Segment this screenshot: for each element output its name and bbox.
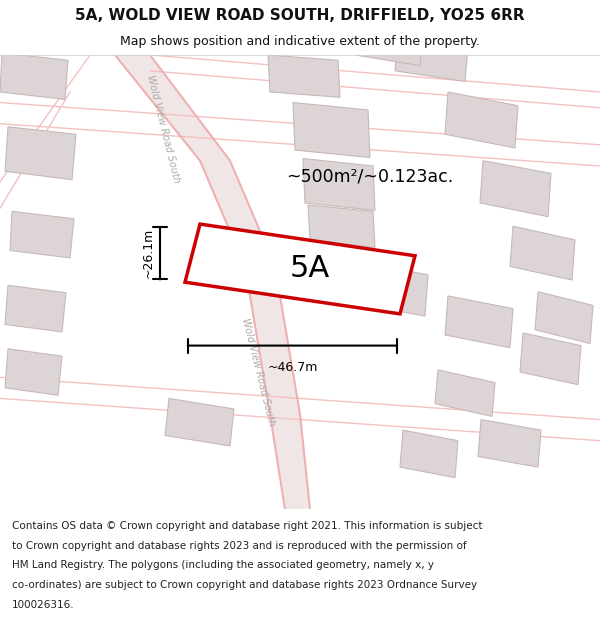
Polygon shape [395, 36, 468, 81]
Polygon shape [435, 370, 495, 416]
Polygon shape [478, 419, 541, 467]
Text: Wold View Road South: Wold View Road South [240, 317, 276, 427]
Polygon shape [535, 292, 593, 344]
Polygon shape [165, 398, 234, 446]
Polygon shape [10, 211, 74, 258]
Polygon shape [0, 53, 68, 99]
Text: ~46.7m: ~46.7m [268, 361, 317, 374]
Polygon shape [445, 296, 513, 348]
Text: Map shows position and indicative extent of the property.: Map shows position and indicative extent… [120, 35, 480, 48]
Polygon shape [115, 55, 310, 509]
Polygon shape [355, 26, 423, 66]
Text: HM Land Registry. The polygons (including the associated geometry, namely x, y: HM Land Registry. The polygons (includin… [12, 560, 434, 570]
Polygon shape [445, 92, 518, 148]
Text: ~26.1m: ~26.1m [142, 228, 155, 278]
Text: 5A: 5A [290, 254, 330, 284]
Polygon shape [480, 161, 551, 217]
Polygon shape [303, 159, 375, 211]
Text: 100026316.: 100026316. [12, 599, 74, 609]
Text: Wold View Road South: Wold View Road South [145, 74, 181, 184]
Polygon shape [268, 55, 340, 98]
Text: Contains OS data © Crown copyright and database right 2021. This information is : Contains OS data © Crown copyright and d… [12, 521, 482, 531]
Polygon shape [5, 127, 76, 180]
Polygon shape [5, 349, 62, 395]
Polygon shape [185, 224, 415, 314]
Text: to Crown copyright and database rights 2023 and is reproduced with the permissio: to Crown copyright and database rights 2… [12, 541, 467, 551]
Polygon shape [293, 102, 370, 158]
Polygon shape [355, 262, 428, 316]
Polygon shape [400, 430, 458, 478]
Text: ~500m²/~0.123ac.: ~500m²/~0.123ac. [286, 168, 454, 186]
Polygon shape [308, 205, 375, 248]
Text: co-ordinates) are subject to Crown copyright and database rights 2023 Ordnance S: co-ordinates) are subject to Crown copyr… [12, 580, 477, 590]
Text: 5A, WOLD VIEW ROAD SOUTH, DRIFFIELD, YO25 6RR: 5A, WOLD VIEW ROAD SOUTH, DRIFFIELD, YO2… [75, 8, 525, 23]
Polygon shape [5, 286, 66, 332]
Polygon shape [520, 333, 581, 384]
Polygon shape [510, 226, 575, 280]
